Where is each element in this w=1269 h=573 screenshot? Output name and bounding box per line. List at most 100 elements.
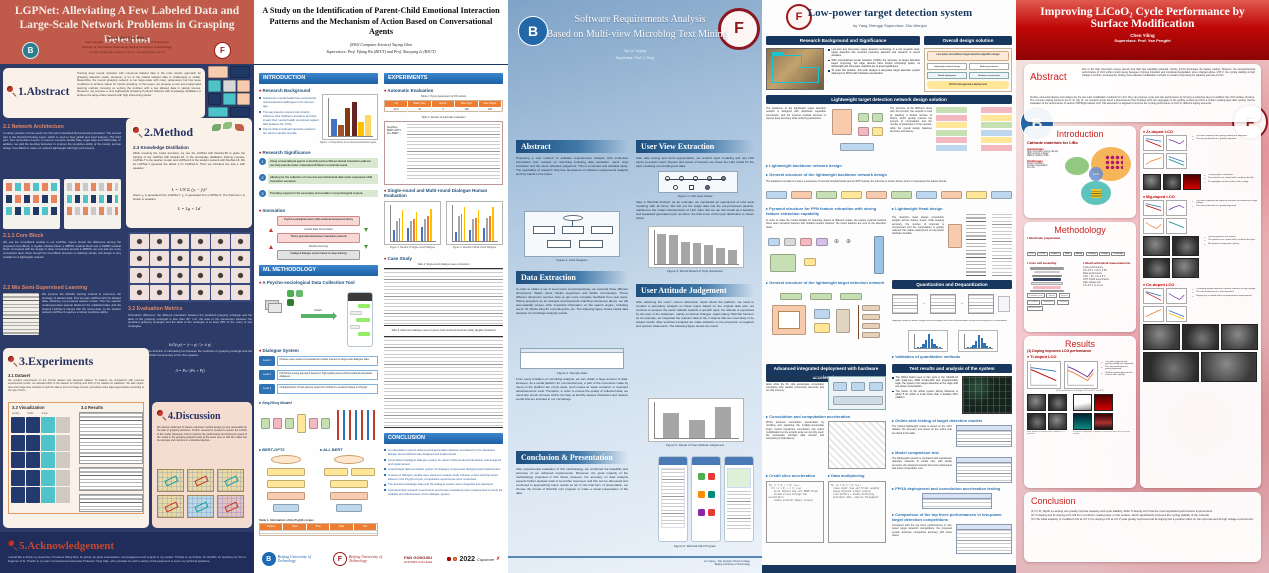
p2-significance-row-1: 1 Using conversational agents to identif… [259,158,378,168]
bar [716,248,726,264]
p5-zr-caption [1143,169,1258,173]
bar [477,210,480,241]
p2-table4-caption: Table 4. Single-round dialogue cases com… [417,263,470,266]
p2-table2-header-cell: Max Output [478,101,503,107]
p1-s33-heading: 3.3 Visualization [12,405,45,410]
p1-header: LGPNet: Alleviating A Few Labeled Data a… [0,0,254,64]
p3-figure6-caption: Figure 6. WeChat Mini Program [673,544,717,548]
p1-formula-3: IoU(r,p) = |r ∩ p| / |r ∪ p| [168,342,212,347]
sum-node-icon: ⊕ [834,239,840,245]
p1-discussion-figures [157,469,247,518]
p5-title-line2: Surface Modification [1090,18,1195,30]
p2-significance-text: Allowing for the collection of more low-… [268,174,378,184]
p1-s22-text: We propose the MixSSL training method to… [42,293,121,315]
p2-research-significance-heading: Research Significance [259,150,311,155]
flow-arrow-icon [301,311,337,320]
p3-attitude-text: After obtaining the users' current discu… [636,301,754,328]
p5-measurement-item: 0.2C – 5C, 3.0–4.5 V [1083,275,1106,278]
p5-ti-heading: Ti-doped LCO [1027,354,1133,359]
p1-title: LGPNet: Alleviating A Few Labeled Data a… [14,5,240,46]
p5-ti-point: The initial capacity and cycling stabili… [1101,361,1133,365]
p2-background-item: Adolescent mental health has encountered… [259,96,319,108]
p4-sub-head-design: Lightweight Head design [892,206,942,211]
p4-overall-box3: Hardware acceleration [969,72,1009,79]
bar [922,344,925,348]
p5-measurement-item: 3.0–4.6 V vs Li+/Li [1083,284,1103,287]
p3-sample-data-table [520,348,624,369]
p1-experiments-heading: 3.Experiments [19,354,94,368]
p5-challenge-item: Co cost [1027,167,1035,169]
college-seal-icon: F [214,42,231,59]
p3-figure4-caption: Figure 4. Words Result of Topic Extracti… [667,269,723,273]
p4-head-text: The detection head shares convolution we… [892,216,944,236]
p4-sub-credit: Credit slice acceleration [766,473,815,478]
p1-vis-column-label: Quality [12,412,20,415]
wechat-icon [287,299,294,306]
p1-formula-4: A = Ps / (Ps + Pf) [175,368,205,373]
p2-table1-header-cell: Topic [283,524,307,530]
college-seal-icon: F [718,8,760,50]
p4-deploy-text: The trained network is compiled and depl… [766,376,824,392]
level-pill: Level 1 [259,356,275,366]
p2-byline-1: (SY02 Computer Science) Yuying Chen [349,42,413,47]
p1-s22-heading: 2.2 Mix Semi-Supervised Learning [3,285,88,291]
p5-mg-sem-point: The particles are coated with a uniform … [1204,239,1258,242]
p2-college-line2: HONORS COLLEGE [404,559,433,564]
p1-s21-text: It mainly consists of three parts: the f… [3,132,121,150]
p3-data-extraction-text: In order to obtain a set of seed users c… [516,288,628,315]
p2-flask-label: Flask [314,308,322,312]
p5-ti-points: The initial capacity and cycling stabili… [1101,361,1133,389]
p5-hv-point: Doping has a notable effect on performan… [1192,295,1258,298]
p3-data-extraction-text2: From every limitation of microblog analy… [516,378,628,401]
p3-phone-screenshots [658,456,754,542]
p5-conclusion-item: (2) Ti-doping and Zr-doping LCO will for… [1031,513,1210,517]
p3-byline-1: By Liu Yuqing [624,49,646,53]
p5-sem-block [1027,394,1133,430]
p2-table2-value-cell: 128 [479,107,503,113]
p5-mg-points: The initial capacity and capacity retent… [1192,200,1258,234]
p2-table5 [384,336,503,428]
p2-seq2seq-heading: ▸ Seq2Seq Model [259,400,292,405]
p2-table1-header-cell: Test [353,524,378,530]
p5-conclusion-heading: Conclusion [1031,496,1076,506]
pushpin-icon [8,356,16,365]
bar [704,244,714,264]
p3-bar-data-extraction: Data Extraction [516,271,628,284]
p1-results-table-3 [79,494,143,512]
p2-bar-conclusion: CONCLUSION [384,433,503,444]
p4-top3-table [956,524,1012,554]
p3-abstract-text: Proposing a new method of software requi… [516,157,628,176]
p2-table3-model-label: ALL BERT [387,132,399,135]
p1-s211-heading: 2.1.1 Core Block [3,233,44,239]
p4-background-item: To solve this problem, this work designs… [828,69,920,75]
p5-mg-point: The initial capacity and capacity retent… [1192,200,1258,204]
mini-plot [1143,153,1164,169]
bar [986,346,989,348]
attention-arrows-figure [337,410,375,440]
p3-bar-abstract: Abstract [516,140,628,153]
p1-s23-text: While ensuring the model accuracy, we us… [133,152,245,170]
p1-authors: Tianze Wu¹ Dan Wang² [105,35,149,40]
p4-sub-quantval: Validation of quantitative methods [892,354,960,359]
p1-vis-column-label: Angle [41,412,48,415]
p3-user-view-text: After data sorting and word segmentation… [636,157,754,168]
p2-table1-caption: Table 1. Information of the PsyQA corpus [259,518,314,522]
p2-conclusion-item: A multi-platform parent-child psychologi… [384,448,503,456]
p4-fpga-board-photo [962,376,1012,414]
p1-acknowledgement-band: 5.Acknowledgement I would like to thank … [0,532,254,573]
p4-general-text: The backbone consists of a stem, a seque… [766,180,948,183]
mini-plot [1143,135,1164,151]
p2-seq2seq-diagram [259,408,378,444]
p1-abstract-heading: 1.Abstract [18,86,70,98]
up-arrow-icon [269,227,273,232]
p2-figure1-caption: Figure 1. Proportions of emotional inter… [319,141,377,144]
bar [460,214,463,241]
bjut-logo: B [518,16,548,46]
p1-s211-text: We use the Core-Block module in our LGPN… [3,241,121,259]
p1-vis-column-labels: Quality Width Angle [12,412,72,415]
wechat-icon [296,290,303,297]
phone-screenshot-2 [691,456,721,542]
mini-plot [1027,361,1061,389]
p1-s22-figure [3,293,39,335]
mini-plot [1166,288,1187,304]
